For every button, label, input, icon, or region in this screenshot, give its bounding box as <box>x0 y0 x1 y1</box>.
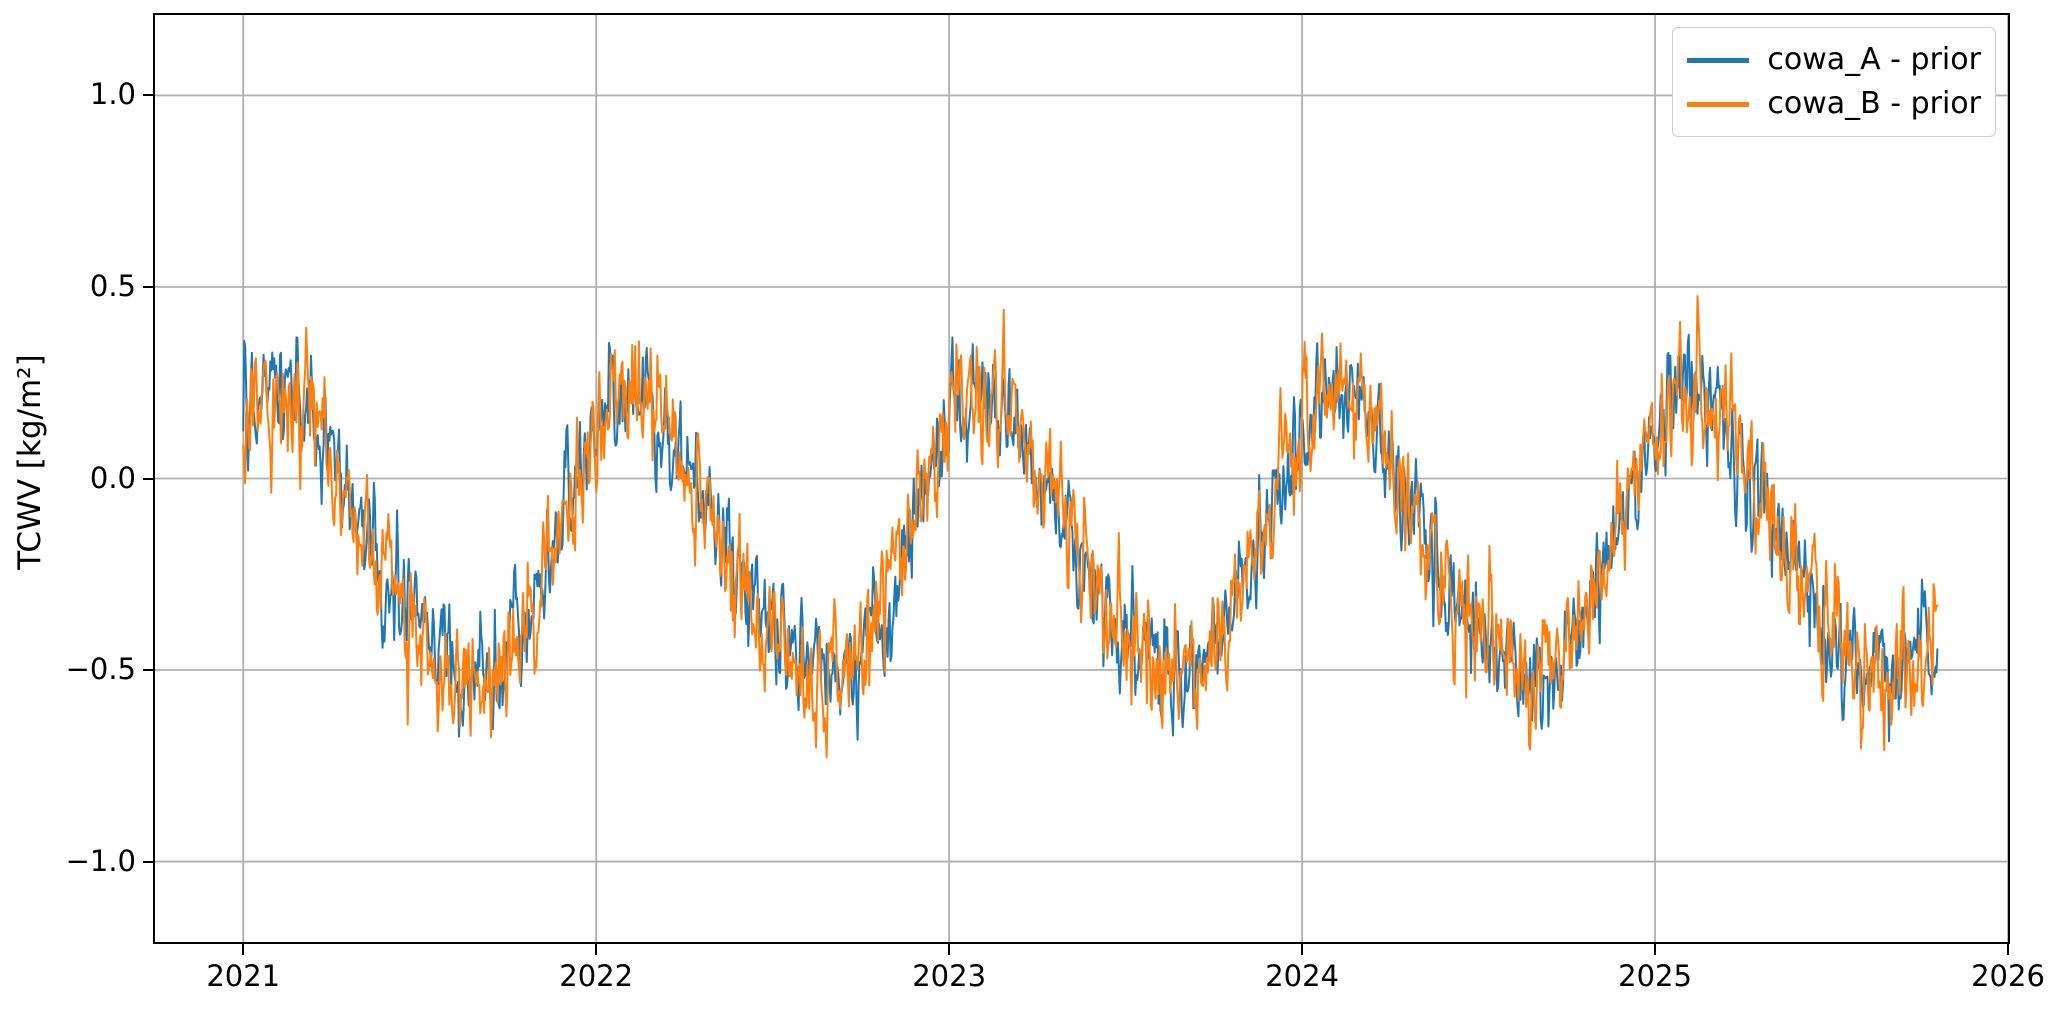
y-axis-tick-labels: 1.0 0.5 0.0 −0.5 −1.0 <box>0 0 136 1011</box>
legend-entry-0[interactable]: cowa_A - prior <box>1687 38 1981 82</box>
x-tick-mark-1 <box>595 944 598 955</box>
legend-box[interactable]: cowa_A - prior cowa_B - prior <box>1672 27 1996 137</box>
x-tick-mark-0 <box>242 944 245 955</box>
data-series-group <box>242 295 1939 759</box>
plot-area <box>155 15 2008 942</box>
x-tick-label-4: 2025 <box>1618 959 1692 993</box>
x-tick-label-2: 2023 <box>912 959 987 993</box>
x-tick-mark-3 <box>1301 944 1304 955</box>
y-tick-mark-3 <box>143 669 153 672</box>
grid-lines <box>155 15 2008 942</box>
legend-label-0: cowa_A - prior <box>1767 42 1981 77</box>
legend-swatch-line-icon-0 <box>1687 57 1750 63</box>
series-line-1 <box>242 295 1939 759</box>
y-tick-mark-1 <box>143 285 153 288</box>
x-tick-label-3: 2024 <box>1265 959 1339 993</box>
x-tick-label-1: 2022 <box>559 959 634 993</box>
x-tick-label-5: 2026 <box>1971 959 2045 993</box>
y-tick-label-4: −1.0 <box>65 843 136 878</box>
legend-label-1: cowa_B - prior <box>1767 86 1981 121</box>
y-tick-label-2: 0.0 <box>89 460 136 495</box>
y-tick-label-0: 1.0 <box>89 77 136 112</box>
y-tick-mark-4 <box>143 860 153 863</box>
x-tick-label-0: 2021 <box>206 959 281 993</box>
y-tick-label-3: −0.5 <box>65 652 136 687</box>
x-tick-mark-2 <box>948 944 951 955</box>
legend-entry-1[interactable]: cowa_B - prior <box>1687 82 1981 126</box>
y-tick-label-1: 0.5 <box>89 268 136 303</box>
legend-swatch-line-icon-1 <box>1687 101 1750 107</box>
y-tick-mark-2 <box>143 477 153 480</box>
plot-axes: cowa_A - prior cowa_B - prior <box>153 13 2010 944</box>
x-tick-mark-4 <box>1654 944 1657 955</box>
y-tick-mark-0 <box>143 94 153 97</box>
x-tick-mark-5 <box>2007 944 2009 955</box>
x-axis-tick-labels: 2021 2022 2023 2024 2025 2026 <box>0 962 2063 1012</box>
